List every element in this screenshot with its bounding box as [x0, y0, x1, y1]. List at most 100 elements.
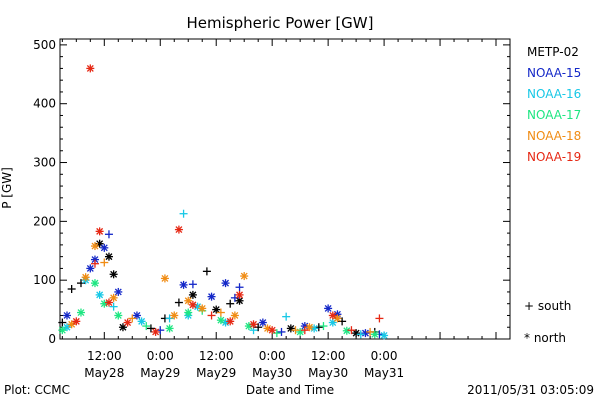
- data-point: [230, 293, 239, 302]
- data-point: [123, 318, 132, 327]
- data-point: [216, 308, 225, 317]
- star-mark: [343, 327, 351, 335]
- data-point: [58, 318, 67, 327]
- data-point: [328, 318, 337, 327]
- data-point: [230, 311, 239, 320]
- data-point: [95, 290, 104, 299]
- data-point: [268, 326, 277, 335]
- x-tick-time-label: 0:00: [259, 349, 286, 363]
- y-tick-label: 0: [48, 332, 56, 346]
- data-point: [240, 272, 249, 281]
- star-mark: [86, 64, 94, 72]
- x-tick-date-label: May30: [252, 366, 292, 380]
- data-point: [109, 293, 118, 302]
- data-point: [62, 311, 71, 320]
- data-point: [174, 225, 183, 234]
- star-mark: [184, 297, 192, 305]
- star-mark: [334, 314, 341, 322]
- data-point: [380, 331, 389, 340]
- star-mark: [222, 319, 230, 326]
- data-point: [179, 280, 188, 289]
- legend-entry: NOAA-19: [527, 150, 581, 164]
- data-point: [128, 314, 137, 323]
- data-point: [90, 259, 99, 268]
- star-mark: [180, 281, 188, 289]
- data-point: [375, 314, 384, 323]
- data-point: [114, 287, 123, 296]
- star-mark: [96, 227, 104, 235]
- data-point: [235, 290, 244, 299]
- data-point: [338, 317, 347, 326]
- data-point: [207, 311, 216, 320]
- data-point: [235, 283, 244, 292]
- star-mark: [287, 324, 295, 332]
- data-point: [151, 327, 160, 336]
- legend-north: * north: [524, 331, 566, 345]
- star-mark: [114, 312, 122, 319]
- star-mark: [189, 291, 197, 299]
- y-tick-label: 300: [33, 156, 56, 170]
- data-point: [286, 324, 295, 333]
- star-mark: [231, 312, 239, 319]
- star-mark: [91, 256, 99, 264]
- star-mark: [371, 330, 379, 338]
- y-tick-label: 100: [33, 273, 56, 287]
- data-point: [179, 209, 188, 218]
- data-point: [352, 329, 361, 338]
- star-mark: [222, 279, 230, 287]
- data-point: [174, 298, 183, 307]
- data-point: [165, 324, 174, 333]
- data-point: [90, 242, 99, 251]
- data-point: [81, 273, 90, 282]
- data-point: [333, 314, 342, 323]
- star-mark: [138, 317, 146, 325]
- data-point: [300, 326, 309, 335]
- data-point: [90, 279, 99, 288]
- star-mark: [63, 323, 71, 331]
- data-point: [188, 290, 197, 299]
- star-mark: [166, 324, 174, 332]
- data-point: [160, 274, 169, 283]
- y-tick-label: 500: [33, 38, 56, 52]
- data-point: [226, 299, 235, 308]
- data-point: [202, 267, 211, 276]
- data-point: [137, 317, 146, 326]
- star-mark: [361, 329, 369, 337]
- data-point: [100, 243, 109, 252]
- star-mark: [189, 301, 197, 309]
- star-mark: [208, 293, 216, 301]
- star-mark: [58, 326, 66, 334]
- plot-frame: [59, 38, 511, 340]
- data-point: [198, 304, 207, 313]
- star-mark: [124, 319, 132, 326]
- x-tick-date-label: May31: [364, 366, 404, 380]
- chart-title: Hemispheric Power [GW]: [187, 14, 374, 32]
- star-mark: [77, 309, 85, 316]
- data-point: [221, 279, 230, 288]
- star-mark: [82, 273, 90, 281]
- legend: METP-02 NOAA-15 NOAA-16 NOAA-17 NOAA-18 NOAA-…: [524, 45, 581, 345]
- star-mark: [105, 253, 113, 261]
- star-mark: [259, 319, 267, 326]
- star-mark: [72, 317, 80, 325]
- data-point: [67, 320, 76, 329]
- star-mark: [236, 291, 243, 299]
- star-mark: [264, 324, 271, 332]
- data-point: [62, 323, 71, 332]
- star-mark: [114, 288, 122, 296]
- data-point: [142, 322, 151, 331]
- x-tick-date-label: May29: [196, 366, 236, 380]
- data-point: [305, 323, 314, 332]
- legend-south: + south: [524, 299, 571, 313]
- data-point: [226, 317, 235, 326]
- x-tick-time-label: 12:00: [311, 349, 346, 363]
- footer-left: Plot: CCMC: [4, 383, 70, 397]
- star-mark: [236, 297, 243, 305]
- star-mark: [96, 291, 104, 299]
- x-tick-date-label: May30: [308, 366, 348, 380]
- star-mark: [268, 326, 276, 334]
- star-mark: [198, 304, 206, 312]
- star-mark: [91, 242, 99, 250]
- data-point: [347, 326, 356, 335]
